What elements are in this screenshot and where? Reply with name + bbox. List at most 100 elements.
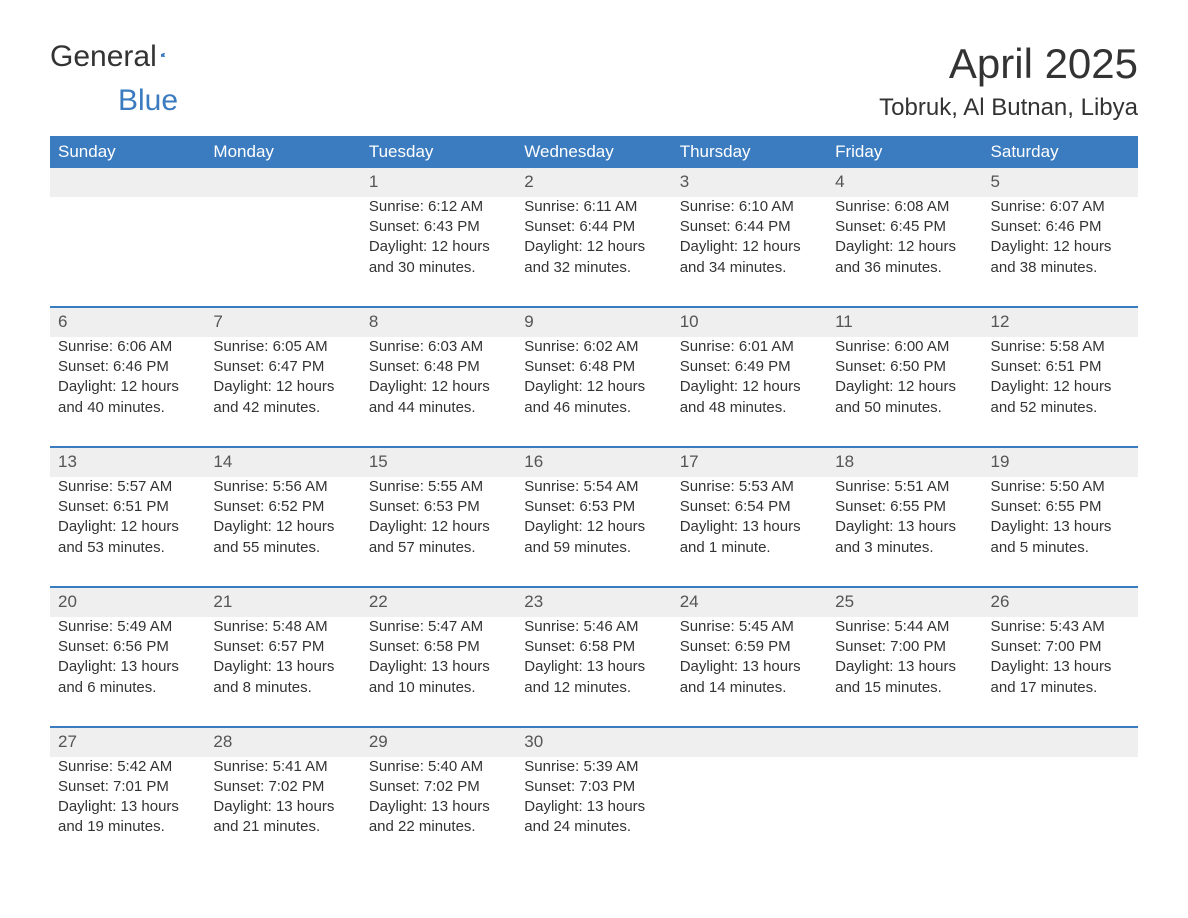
sunset-value: 6:48 PM [424,358,480,375]
day-detail-row: Sunrise: 5:49 AMSunset: 6:56 PMDaylight:… [50,617,1138,727]
location-subtitle: Tobruk, Al Butnan, Libya [879,94,1138,122]
sunrise-label: Sunrise: [835,338,894,355]
daylight-label: Daylight: [524,518,587,535]
logo-flag-icon [161,44,166,66]
sunset-value: 7:00 PM [1046,638,1102,655]
weekday-header-row: Sunday Monday Tuesday Wednesday Thursday… [50,136,1138,168]
sunrise-value: 5:58 AM [1050,338,1105,355]
sunrise-label: Sunrise: [369,758,428,775]
daylight-label: Daylight: [369,378,432,395]
day-number-cell: 24 [672,587,827,617]
sunset-value: 6:45 PM [890,218,946,235]
day-detail-cell: Sunrise: 5:47 AMSunset: 6:58 PMDaylight:… [361,617,516,727]
day-detail-cell: Sunrise: 5:42 AMSunset: 7:01 PMDaylight:… [50,757,205,866]
day-detail-cell: Sunrise: 6:10 AMSunset: 6:44 PMDaylight:… [672,197,827,307]
sunset-label: Sunset: [58,358,113,375]
logo-text-2: Blue [118,84,178,118]
sunset-value: 6:57 PM [268,638,324,655]
sunset-label: Sunset: [524,778,579,795]
day-detail-cell: Sunrise: 6:00 AMSunset: 6:50 PMDaylight:… [827,337,982,447]
day-number-cell: 20 [50,587,205,617]
day-detail-cell: Sunrise: 5:56 AMSunset: 6:52 PMDaylight:… [205,477,360,587]
day-number-cell: 27 [50,727,205,757]
sunset-value: 6:46 PM [113,358,169,375]
sunset-value: 6:52 PM [268,498,324,515]
day-detail-cell: Sunrise: 6:03 AMSunset: 6:48 PMDaylight:… [361,337,516,447]
day-detail-row: Sunrise: 5:42 AMSunset: 7:01 PMDaylight:… [50,757,1138,866]
sunset-label: Sunset: [680,638,735,655]
day-detail-cell: Sunrise: 5:51 AMSunset: 6:55 PMDaylight:… [827,477,982,587]
sunrise-label: Sunrise: [369,478,428,495]
sunrise-value: 5:40 AM [428,758,483,775]
day-detail-cell: Sunrise: 5:49 AMSunset: 6:56 PMDaylight:… [50,617,205,727]
sunrise-label: Sunrise: [213,618,272,635]
day-detail-cell [205,197,360,307]
day-number-row: 12345 [50,168,1138,197]
day-number-cell: 13 [50,447,205,477]
sunrise-label: Sunrise: [213,758,272,775]
day-number-row: 13141516171819 [50,447,1138,477]
sunrise-value: 6:03 AM [428,338,483,355]
sunset-value: 6:51 PM [1046,358,1102,375]
sunrise-label: Sunrise: [680,618,739,635]
day-number-cell: 16 [516,447,671,477]
weekday-header: Saturday [983,136,1138,168]
daylight-label: Daylight: [680,238,743,255]
day-number-cell: 26 [983,587,1138,617]
sunset-value: 6:48 PM [579,358,635,375]
sunrise-value: 5:43 AM [1050,618,1105,635]
sunset-value: 6:51 PM [113,498,169,515]
sunset-value: 6:49 PM [735,358,791,375]
day-detail-cell [672,757,827,866]
day-number-cell: 11 [827,307,982,337]
day-number-row: 6789101112 [50,307,1138,337]
day-detail-row: Sunrise: 6:12 AMSunset: 6:43 PMDaylight:… [50,197,1138,307]
sunset-label: Sunset: [835,358,890,375]
day-number-cell: 10 [672,307,827,337]
sunrise-value: 5:50 AM [1050,478,1105,495]
sunrise-value: 6:08 AM [894,198,949,215]
day-detail-cell: Sunrise: 5:45 AMSunset: 6:59 PMDaylight:… [672,617,827,727]
sunrise-label: Sunrise: [680,338,739,355]
sunrise-value: 6:02 AM [583,338,638,355]
daylight-label: Daylight: [835,378,898,395]
sunrise-value: 5:46 AM [583,618,638,635]
day-number-cell: 23 [516,587,671,617]
sunrise-label: Sunrise: [835,478,894,495]
day-detail-cell: Sunrise: 6:08 AMSunset: 6:45 PMDaylight:… [827,197,982,307]
day-number-cell: 3 [672,168,827,197]
sunrise-label: Sunrise: [369,198,428,215]
sunrise-label: Sunrise: [524,618,583,635]
daylight-label: Daylight: [991,658,1054,675]
daylight-label: Daylight: [58,658,121,675]
sunset-value: 7:00 PM [890,638,946,655]
day-number-cell: 15 [361,447,516,477]
sunset-value: 6:44 PM [735,218,791,235]
sunset-label: Sunset: [369,218,424,235]
sunset-label: Sunset: [213,358,268,375]
daylight-label: Daylight: [58,798,121,815]
daylight-label: Daylight: [991,518,1054,535]
daylight-label: Daylight: [835,518,898,535]
sunrise-value: 5:53 AM [739,478,794,495]
daylight-label: Daylight: [213,378,276,395]
sunrise-value: 6:01 AM [739,338,794,355]
day-detail-cell: Sunrise: 5:57 AMSunset: 6:51 PMDaylight:… [50,477,205,587]
day-number-cell: 22 [361,587,516,617]
sunrise-value: 5:57 AM [117,478,172,495]
sunrise-label: Sunrise: [680,198,739,215]
sunset-label: Sunset: [835,638,890,655]
day-detail-cell: Sunrise: 5:54 AMSunset: 6:53 PMDaylight:… [516,477,671,587]
sunset-value: 6:44 PM [579,218,635,235]
sunset-label: Sunset: [524,358,579,375]
daylight-label: Daylight: [369,238,432,255]
sunrise-label: Sunrise: [524,758,583,775]
sunrise-label: Sunrise: [58,478,117,495]
day-number-cell: 12 [983,307,1138,337]
sunrise-label: Sunrise: [213,478,272,495]
sunset-label: Sunset: [680,498,735,515]
sunrise-label: Sunrise: [524,338,583,355]
daylight-label: Daylight: [991,238,1054,255]
day-detail-cell: Sunrise: 5:50 AMSunset: 6:55 PMDaylight:… [983,477,1138,587]
sunset-value: 6:59 PM [735,638,791,655]
